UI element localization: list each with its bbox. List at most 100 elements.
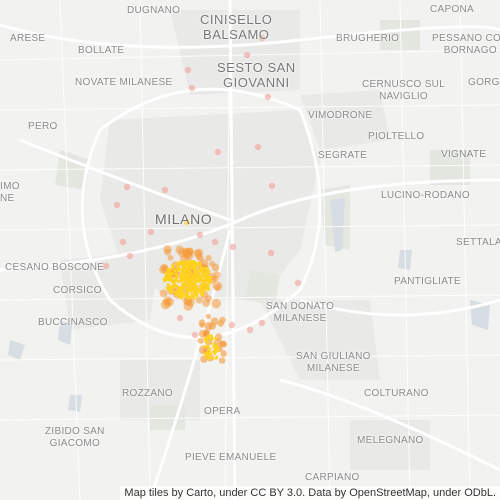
heat-point (197, 268, 201, 272)
heat-point (194, 265, 198, 269)
place-melegnano: MELEGNANO (357, 435, 424, 446)
heat-point (188, 84, 196, 92)
heat-point (167, 274, 171, 278)
place-milano: MILANO (155, 211, 213, 227)
place-colturano: COLTURANO (364, 388, 429, 399)
heat-point (201, 270, 205, 275)
heat-point (216, 345, 220, 349)
heat-point (258, 319, 266, 327)
place-capona: CAPONA (430, 4, 475, 15)
place-san-donato: SAN DONATO MILANESE (266, 301, 335, 324)
heat-point (187, 269, 191, 273)
heat-point (123, 183, 131, 191)
heat-point (171, 271, 175, 275)
heat-point (166, 283, 171, 287)
heat-point (213, 352, 217, 356)
heat-point (220, 341, 228, 348)
heat-point (162, 277, 166, 281)
place-san-giuliano: SAN GIULIANO MILANESE (296, 351, 371, 374)
heat-point (177, 290, 182, 294)
heat-point (159, 289, 168, 298)
place-rozzano: ROZZANO (122, 388, 173, 399)
heat-point (196, 279, 200, 283)
heat-point (204, 279, 208, 283)
heat-point (177, 280, 181, 284)
heat-point (205, 275, 209, 279)
heat-point (191, 331, 199, 339)
heat-point (176, 314, 184, 322)
heat-point (206, 357, 210, 361)
attribution-license-2: , under ODbL. (426, 487, 496, 499)
place-segrate: SEGRATE (318, 150, 368, 161)
heat-point (192, 296, 196, 300)
heat-point (193, 290, 197, 294)
heat-point (195, 296, 203, 304)
heat-point (206, 271, 210, 275)
heat-point (175, 245, 184, 254)
heat-point (203, 352, 207, 355)
heat-point (193, 267, 197, 272)
attribution-prefix: Map tiles by (124, 487, 184, 499)
place-carpiano: CARPIANO (305, 472, 360, 483)
heat-point (197, 337, 204, 344)
heat-point (180, 269, 185, 273)
place-corsico: CORSICO (53, 285, 102, 296)
heat-point (184, 66, 192, 74)
place-pioltello: PIOLTELLO (368, 131, 425, 142)
heat-point (167, 254, 174, 261)
place-pantigliate: PANTIGLIATE (394, 276, 461, 287)
heat-point (198, 329, 208, 338)
carto-link[interactable]: Carto (186, 487, 214, 499)
heat-point (169, 285, 173, 289)
map-attribution: Map tiles by Carto, under CC BY 3.0. Dat… (120, 486, 500, 500)
heat-point (268, 182, 276, 190)
heat-point (214, 356, 218, 360)
heat-point (214, 336, 218, 340)
heat-point (218, 357, 226, 364)
heat-point (229, 243, 237, 251)
heat-point (164, 271, 168, 275)
heat-point (113, 201, 121, 209)
heat-point (187, 296, 191, 301)
place-gorgo: GORGO (468, 77, 500, 88)
heat-point (204, 354, 208, 358)
heat-point (168, 288, 172, 292)
heat-point (201, 289, 205, 293)
heat-point (196, 231, 204, 239)
place-cinisello-balsamo: CINISELLO BALSAMO (200, 12, 273, 42)
heat-point (190, 265, 194, 270)
heat-point (203, 271, 208, 275)
heat-point (196, 288, 200, 293)
heat-point (254, 143, 262, 151)
heat-point (186, 279, 191, 284)
heat-point (167, 269, 171, 274)
heat-point (161, 186, 169, 194)
heat-point (205, 255, 212, 262)
place-cesano-boscone: CESANO BOSCONE (5, 262, 105, 273)
place-arese: ARESE (10, 33, 46, 44)
heat-point (209, 276, 213, 280)
heat-point (206, 350, 210, 354)
place-pieve-emanuele: PIEVE EMANUELE (185, 452, 277, 463)
heat-point (164, 248, 171, 256)
heat-point (267, 249, 275, 257)
place-zibido: ZIBIDO SAN GIACOMO (45, 426, 105, 449)
heat-point (216, 349, 220, 353)
heat-point (174, 278, 178, 283)
heat-point (186, 289, 190, 294)
heat-point (147, 228, 155, 236)
heat-point (175, 262, 179, 266)
heat-point (102, 262, 110, 270)
heat-point (213, 347, 217, 351)
heat-point (197, 274, 201, 278)
heat-point (188, 273, 192, 277)
openstreetmap-link[interactable]: OpenStreetMap (349, 487, 427, 499)
heat-point (185, 262, 189, 266)
heat-point (199, 322, 205, 328)
heat-point (205, 336, 209, 340)
heat-point (172, 280, 176, 285)
place-dugnano: DUGNANO (127, 5, 181, 16)
heat-point (207, 334, 211, 337)
heat-point (209, 260, 216, 267)
